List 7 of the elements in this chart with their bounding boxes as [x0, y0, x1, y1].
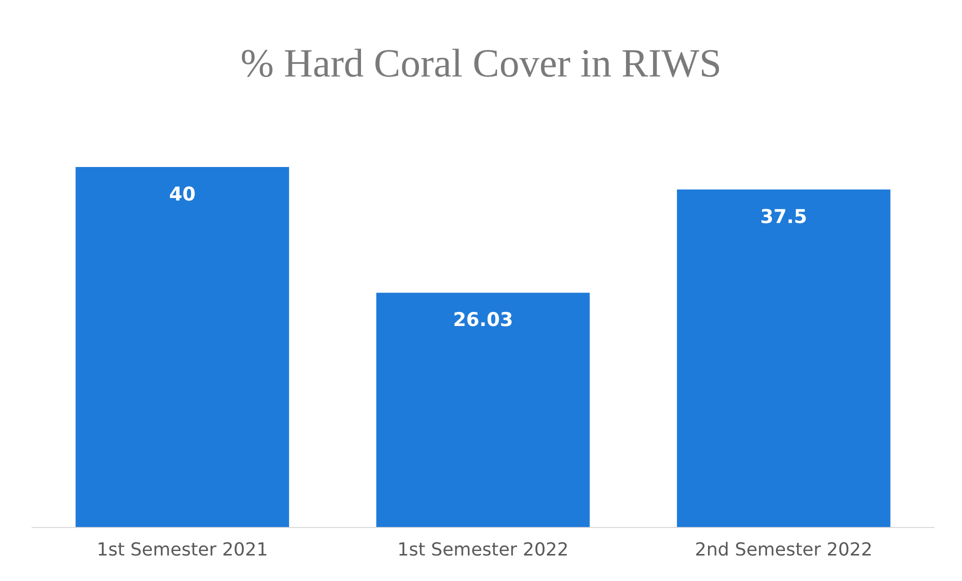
- data-label: 37.5: [760, 206, 808, 228]
- x-tick-label: 1st Semester 2021: [96, 540, 268, 560]
- data-label: 26.03: [452, 309, 514, 332]
- x-tick-label: 1st Semester 2022: [397, 540, 569, 560]
- chart-title: % Hard Coral Cover in RIWS: [240, 40, 722, 86]
- x-tick-label: 2nd Semester 2022: [694, 540, 872, 560]
- data-label: 40: [169, 184, 196, 206]
